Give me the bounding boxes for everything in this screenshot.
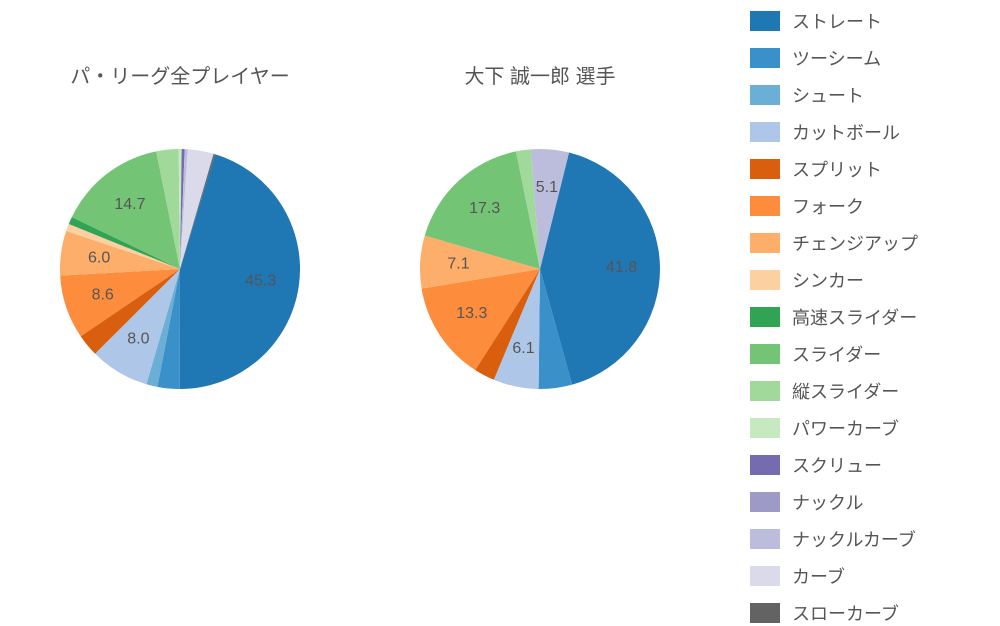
legend-label: フォーク xyxy=(792,193,864,219)
legend-swatch xyxy=(750,344,780,364)
legend-swatch xyxy=(750,85,780,105)
legend-label: ツーシーム xyxy=(792,45,881,71)
legend-label: 縦スライダー xyxy=(792,378,899,404)
legend-item: ナックルカーブ xyxy=(740,526,980,552)
legend-item: 縦スライダー xyxy=(740,378,980,404)
legend-label: シンカー xyxy=(792,267,864,293)
pie-slice-label: 7.1 xyxy=(447,255,469,272)
pie-slice-label: 8.6 xyxy=(92,286,114,303)
legend-item: スライダー xyxy=(740,341,980,367)
pie-slice-label: 17.3 xyxy=(469,200,500,217)
legend-item: チェンジアップ xyxy=(740,230,980,256)
legend-item: パワーカーブ xyxy=(740,415,980,441)
pie-left: パ・リーグ全プレイヤー 45.3 8.0 8.6 6.0 14.7 xyxy=(10,60,350,419)
pie-slice-label: 5.1 xyxy=(536,179,558,196)
legend-swatch xyxy=(750,566,780,586)
legend-label: スローカーブ xyxy=(792,600,899,626)
legend-label: シュート xyxy=(792,82,864,108)
legend: ストレートツーシームシュートカットボールスプリットフォークチェンジアップシンカー… xyxy=(740,0,980,600)
legend-label: スライダー xyxy=(792,341,881,367)
legend-label: カットボール xyxy=(792,119,900,145)
pie-right-svg: 41.8 6.1 13.3 7.1 17.3 5.1 xyxy=(390,119,690,419)
legend-swatch xyxy=(750,48,780,68)
pie-slice-label: 41.8 xyxy=(606,259,637,276)
pie-slice-label: 14.7 xyxy=(114,196,145,213)
legend-item: ストレート xyxy=(740,8,980,34)
legend-swatch xyxy=(750,418,780,438)
legend-label: 高速スライダー xyxy=(792,304,917,330)
pie-left-title: パ・リーグ全プレイヤー xyxy=(70,60,289,89)
legend-item: フォーク xyxy=(740,193,980,219)
legend-item: スローカーブ xyxy=(740,600,980,626)
legend-item: スプリット xyxy=(740,156,980,182)
legend-item: カットボール xyxy=(740,119,980,145)
legend-item: ツーシーム xyxy=(740,45,980,71)
legend-item: スクリュー xyxy=(740,452,980,478)
legend-label: カーブ xyxy=(792,563,845,589)
legend-label: ナックル xyxy=(792,489,863,515)
legend-swatch xyxy=(750,11,780,31)
legend-swatch xyxy=(750,381,780,401)
legend-label: ストレート xyxy=(792,8,882,34)
pie-slice-label: 8.0 xyxy=(127,330,149,347)
pie-left-svg: 45.3 8.0 8.6 6.0 14.7 xyxy=(30,119,330,419)
legend-label: チェンジアップ xyxy=(792,230,918,256)
legend-swatch xyxy=(750,492,780,512)
legend-label: パワーカーブ xyxy=(792,415,899,441)
legend-item: シュート xyxy=(740,82,980,108)
chart-area: パ・リーグ全プレイヤー 45.3 8.0 8.6 6.0 14.7 大下 誠一郎 選手 … xyxy=(0,0,720,600)
pie-right: 大下 誠一郎 選手 41.8 6.1 13.3 7.1 17.3 5.1 xyxy=(370,60,710,419)
legend-swatch xyxy=(750,233,780,253)
pie-slice-label: 6.0 xyxy=(88,249,110,266)
pie-right-title: 大下 誠一郎 選手 xyxy=(464,60,615,89)
legend-label: ナックルカーブ xyxy=(792,526,916,552)
pie-slice-label: 45.3 xyxy=(245,272,276,289)
legend-label: スプリット xyxy=(792,156,882,182)
legend-swatch xyxy=(750,307,780,327)
pie-slice-label: 13.3 xyxy=(456,305,487,322)
legend-label: スクリュー xyxy=(792,452,882,478)
legend-swatch xyxy=(750,196,780,216)
pie-slice-label: 6.1 xyxy=(512,340,534,357)
legend-swatch xyxy=(750,159,780,179)
legend-item: シンカー xyxy=(740,267,980,293)
legend-swatch xyxy=(750,603,780,623)
legend-item: 高速スライダー xyxy=(740,304,980,330)
legend-swatch xyxy=(750,122,780,142)
legend-item: ナックル xyxy=(740,489,980,515)
legend-swatch xyxy=(750,455,780,475)
legend-swatch xyxy=(750,270,780,290)
legend-item: カーブ xyxy=(740,563,980,589)
legend-swatch xyxy=(750,529,780,549)
